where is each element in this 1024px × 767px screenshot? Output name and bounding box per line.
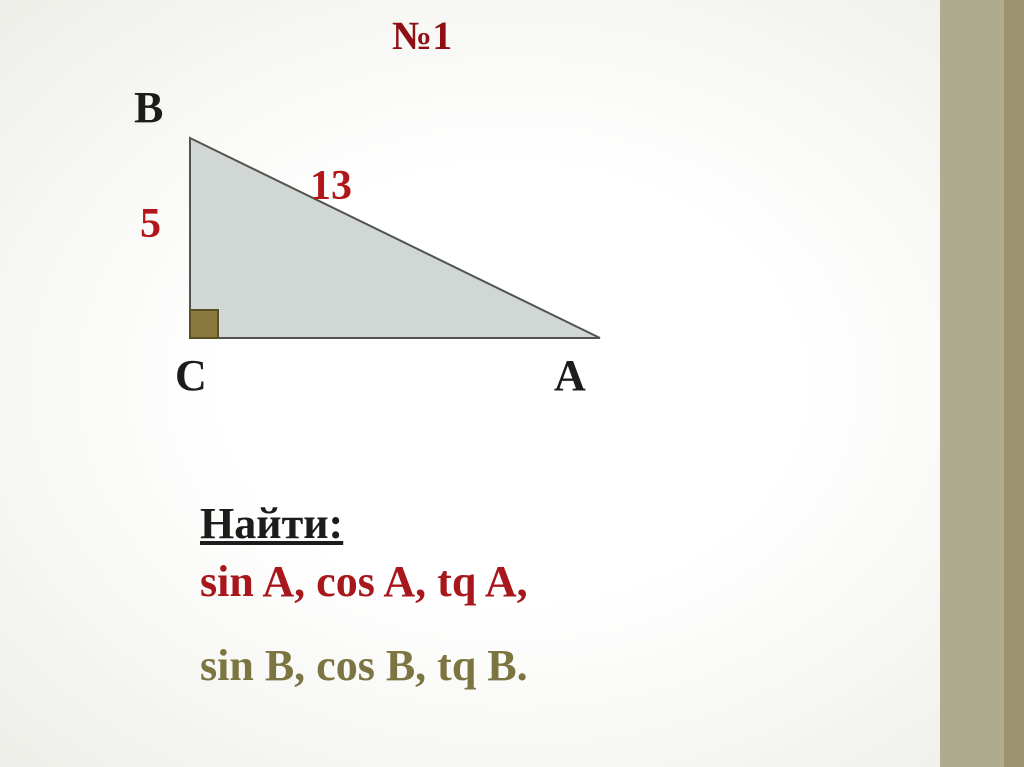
- vertex-label-a: A: [554, 350, 586, 401]
- side-label-bc: 5: [140, 200, 161, 248]
- decor-stripe-wide: [940, 0, 1004, 767]
- vertex-label-b: B: [134, 82, 163, 133]
- slide-title: №1: [392, 12, 452, 59]
- triangle-figure: [150, 128, 620, 358]
- task-line-a: sin A, cos A, tq A,: [200, 556, 528, 607]
- slide-background: №1 B C A 5 13 Найти: sin A, cos A, tq A,…: [0, 0, 1024, 767]
- task-line-b: sin B, cos B, tq B.: [200, 640, 528, 691]
- right-angle-marker: [190, 310, 218, 338]
- side-label-ba: 13: [310, 162, 352, 210]
- vertex-label-c: C: [175, 350, 207, 401]
- decor-stripe-narrow: [1004, 0, 1024, 767]
- triangle-shape: [190, 138, 600, 338]
- task-heading: Найти:: [200, 498, 343, 549]
